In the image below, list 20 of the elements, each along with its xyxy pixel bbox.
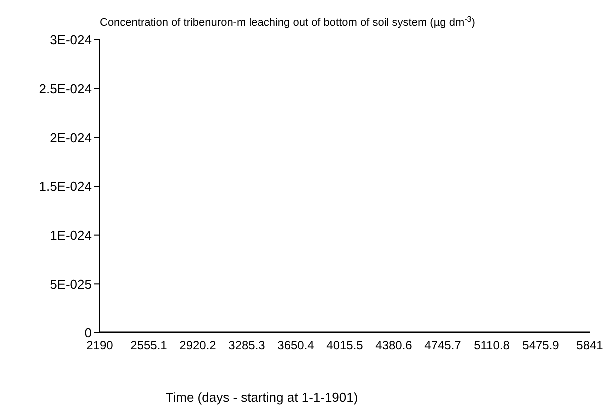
x-tick-label: 5475.9 [522, 338, 560, 353]
x-tick-label: 3650.4 [278, 338, 315, 353]
x-tick-label: 4015.5 [326, 338, 364, 353]
y-tick-label: 2.5E-024 [39, 81, 92, 96]
x-axis-title: Time (days - starting at 1-1-1901) [166, 390, 358, 405]
x-tick-label: 3285.3 [228, 338, 266, 353]
chart-title: Concentration of tribenuron-m leaching out of bottom of soil system (µg dm$^{-3}$) [100, 14, 476, 29]
y-tick-label: 5E-025 [50, 276, 92, 292]
y-tick-label: 2E-024 [50, 130, 92, 146]
y-tick-label: 1.5E-024 [39, 179, 92, 194]
x-tick-label: 2920.2 [180, 338, 217, 353]
y-tick-label: 0 [84, 326, 92, 341]
x-tick-label: 5841 [576, 338, 604, 353]
x-tick-label: 4380.6 [376, 338, 413, 353]
x-tick-label: 5110.8 [474, 338, 510, 353]
x-tick-label: 2555.1 [130, 338, 168, 353]
y-tick-label: 1E-024 [50, 228, 92, 243]
x-tick-label: 2190 [86, 338, 114, 353]
x-tick-label: 4745.7 [424, 338, 462, 353]
y-tick-label: 3E-024 [50, 32, 92, 48]
